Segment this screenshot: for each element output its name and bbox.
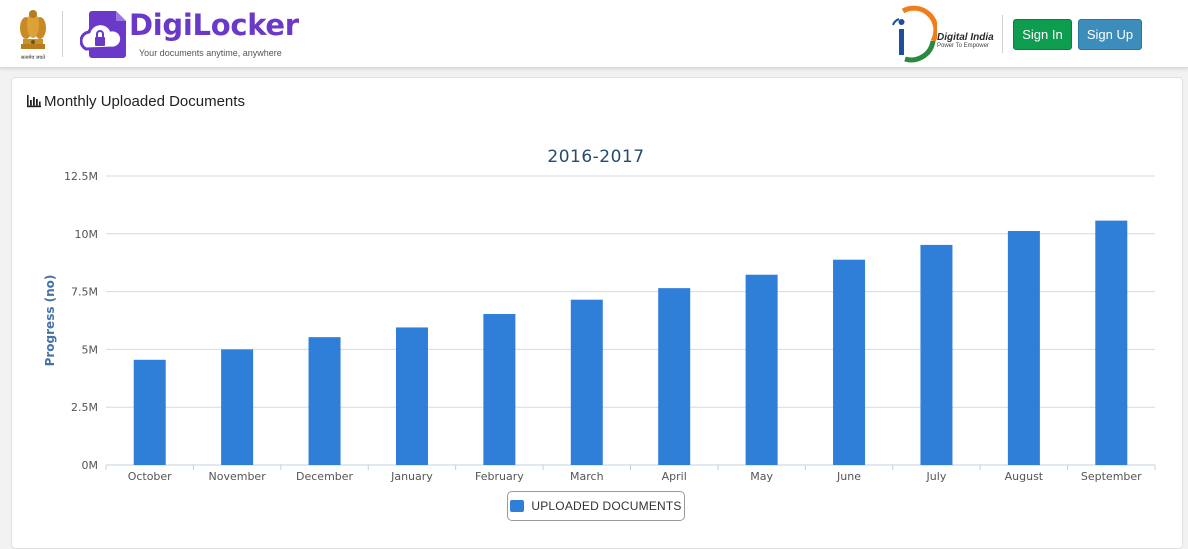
bar-august (1007, 231, 1040, 465)
sign-up-button[interactable]: Sign Up (1078, 19, 1142, 50)
x-tick-label: August (1005, 470, 1044, 483)
x-tick-label: December (296, 470, 354, 483)
bar-march (570, 299, 603, 465)
monthly-uploads-panel: Monthly Uploaded Documents 2016-2017 0M 2.… (11, 77, 1183, 549)
y-tick-label: 10M (75, 228, 99, 241)
top-header: सत्यमेव जयते DigiLocker Your documents a… (0, 0, 1188, 68)
bar-september (1095, 220, 1128, 465)
y-tick-label: 0M (82, 459, 99, 472)
x-tick-label: April (662, 470, 687, 483)
y-axis-title: Progress (no) (43, 275, 57, 367)
x-tick-label: June (836, 470, 861, 483)
y-tick-label: 7.5M (71, 286, 98, 299)
bar-april (658, 288, 691, 465)
digilocker-logo-icon[interactable] (79, 9, 126, 59)
y-tick-label: 2.5M (71, 401, 98, 414)
bar-october (133, 359, 166, 465)
emblem-caption: सत्यमेव जयते (20, 55, 46, 61)
legend-label: UPLOADED DOCUMENTS (531, 499, 682, 513)
header-divider (62, 11, 63, 57)
bar-february (483, 314, 516, 465)
header-divider (1002, 15, 1003, 53)
partner-tagline: Power To Empower (937, 43, 989, 49)
bar-january (395, 327, 428, 465)
digital-india-logo-icon (889, 5, 939, 63)
brand-tagline: Your documents anytime, anywhere (139, 48, 282, 58)
x-tick-label: March (570, 470, 604, 483)
y-tick-label: 12.5M (64, 170, 98, 183)
y-tick-label: 5M (82, 343, 99, 356)
partner-name: Digital India (937, 32, 994, 43)
bar-june (833, 259, 866, 465)
uploads-bar-chart: 2016-2017 0M 2.5M 5M 7.5M 10M 12.5M Progress (n… (43, 147, 1156, 483)
chart-title: 2016-2017 (547, 147, 644, 167)
panel-header: Monthly Uploaded Documents (26, 92, 245, 110)
bar-chart-icon (27, 95, 41, 108)
x-tick-label: January (390, 470, 433, 483)
bar-december (308, 337, 341, 465)
bar-july (920, 244, 953, 465)
x-tick-label: May (750, 470, 773, 483)
x-tick-label: October (128, 470, 172, 483)
bar-may (745, 274, 778, 465)
x-tick-label: February (475, 470, 524, 483)
x-tick-label: September (1081, 470, 1142, 483)
panel-title: Monthly Uploaded Documents (44, 92, 245, 110)
x-tick-label: July (926, 470, 947, 483)
x-tick-label: November (209, 470, 267, 483)
chart-legend-item[interactable]: UPLOADED DOCUMENTS (507, 491, 685, 521)
sign-in-button[interactable]: Sign In (1013, 19, 1072, 50)
bar-november (221, 349, 254, 465)
national-emblem-logo: सत्यमेव जयते (14, 6, 52, 64)
brand-name[interactable]: DigiLocker (129, 8, 299, 42)
legend-swatch (510, 500, 525, 512)
